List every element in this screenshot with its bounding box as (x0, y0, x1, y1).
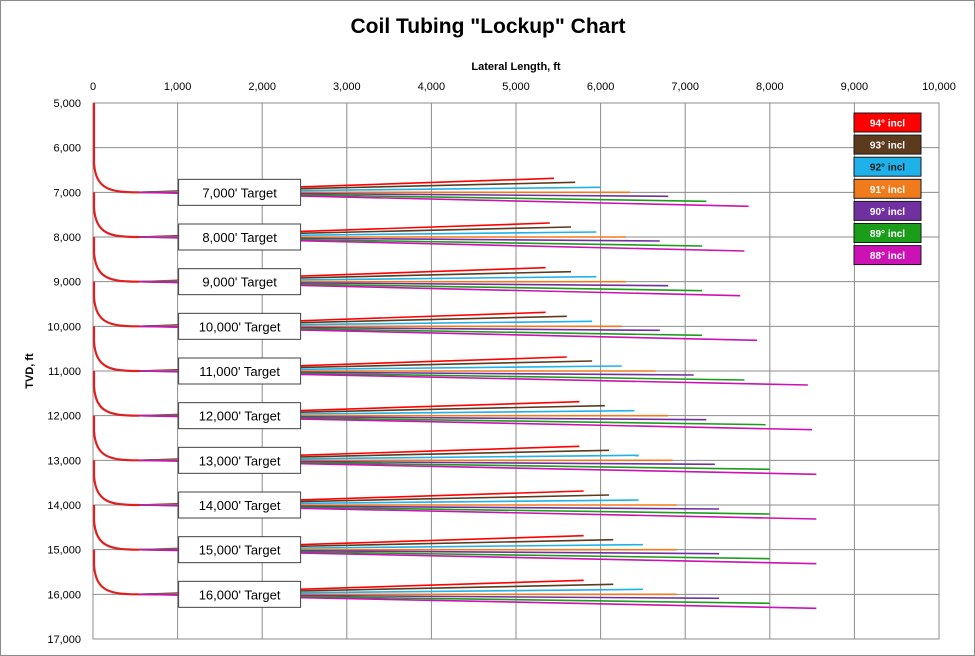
legend-label: 94° incl (870, 119, 905, 130)
legend-swatch (853, 156, 922, 177)
target-box (178, 223, 302, 251)
build-curve (92, 415, 140, 462)
target-label: 11,000' Target (199, 364, 280, 379)
x-tick-label: 3,000 (333, 81, 361, 93)
target-label: 8,000' Target (202, 230, 277, 245)
legend-swatch (853, 223, 922, 243)
target-label: 13,000' Target (199, 453, 281, 468)
target-box (178, 446, 302, 474)
y-axis-title: TVD, ft (24, 353, 36, 389)
build-curves (92, 103, 140, 596)
x-tick-label: 8,000 (756, 81, 784, 93)
legend-swatch (853, 245, 922, 266)
y-tick-label: 9,000 (53, 277, 81, 289)
y-tick-label: 5,000 (53, 98, 81, 110)
target-label: 9,000' Target (202, 275, 277, 290)
y-tick-label: 10,000 (47, 321, 81, 333)
target-box (178, 491, 302, 519)
x-axis-title: Lateral Length, ft (471, 61, 561, 73)
legend-swatch (853, 134, 922, 155)
legend-label: 90° incl (870, 207, 905, 218)
y-tick-label: 14,000 (47, 500, 81, 512)
target-box (178, 268, 302, 296)
target-box (178, 178, 302, 206)
y-tick-label: 12,000 (47, 411, 81, 423)
target-label: 7,000' Target (202, 185, 277, 200)
target-box (178, 402, 302, 430)
build-curve (92, 103, 140, 194)
target-label: 10,000' Target (199, 319, 281, 334)
y-tick-label: 6,000 (53, 143, 81, 155)
target-box (178, 357, 302, 385)
legend-label: 89° incl (870, 229, 905, 240)
y-tick-label: 15,000 (47, 545, 81, 557)
target-label: 16,000' Target (199, 587, 281, 602)
build-curve (92, 326, 140, 373)
build-curve (92, 549, 140, 596)
x-tick-label: 5,000 (502, 81, 530, 93)
x-tick-label: 1,000 (164, 81, 192, 93)
target-box (178, 536, 302, 564)
target-label: 14,000' Target (199, 498, 281, 513)
y-tick-label: 8,000 (53, 232, 81, 244)
y-tick-label: 16,000 (47, 589, 81, 601)
x-tick-label: 9,000 (841, 81, 869, 93)
target-labels: 7,000' Target 8,000' Target 9,000' Target 1… (178, 178, 302, 608)
legend-label: 93° incl (870, 141, 905, 152)
build-curve (92, 505, 140, 551)
target-label: 15,000' Target (199, 543, 281, 558)
x-tick-label: 0 (90, 81, 96, 93)
target-box (178, 580, 302, 608)
legend-label: 92° incl (870, 163, 905, 174)
legend-swatch (853, 200, 922, 221)
legend-label: 91° incl (870, 185, 905, 196)
x-tick-label: 4,000 (418, 81, 446, 93)
target-box (178, 312, 302, 340)
build-curve (92, 192, 140, 239)
x-tick-label: 7,000 (671, 81, 699, 93)
legend: 94° incl 93° incl 92° incl 91° incl 90° incl… (853, 112, 922, 266)
legend-swatch (853, 112, 922, 133)
legend-swatch (853, 178, 922, 199)
x-tick-label: 2,000 (248, 81, 276, 93)
x-tick-label: 10,000 (922, 81, 956, 93)
y-tick-label: 17,000 (47, 634, 81, 646)
y-axis-ticks: 5,000 6,000 7,000 8,000 9,000 10,000 11,000 12,… (47, 98, 81, 646)
x-axis-ticks: 0 1,000 2,000 3,000 4,000 5,000 6,000 7,000 8,00… (90, 81, 956, 93)
y-tick-label: 11,000 (48, 366, 81, 378)
y-tick-label: 13,000 (47, 455, 81, 467)
build-curve (92, 371, 140, 417)
target-label: 12,000' Target (199, 409, 281, 424)
build-curve (92, 460, 140, 507)
y-tick-label: 7,000 (53, 187, 81, 199)
build-curve (92, 237, 140, 283)
build-curve (92, 281, 140, 328)
x-tick-label: 6,000 (587, 81, 615, 93)
chart-title: Coil Tubing "Lockup" Chart (351, 15, 626, 38)
legend-label: 88° incl (870, 251, 905, 262)
